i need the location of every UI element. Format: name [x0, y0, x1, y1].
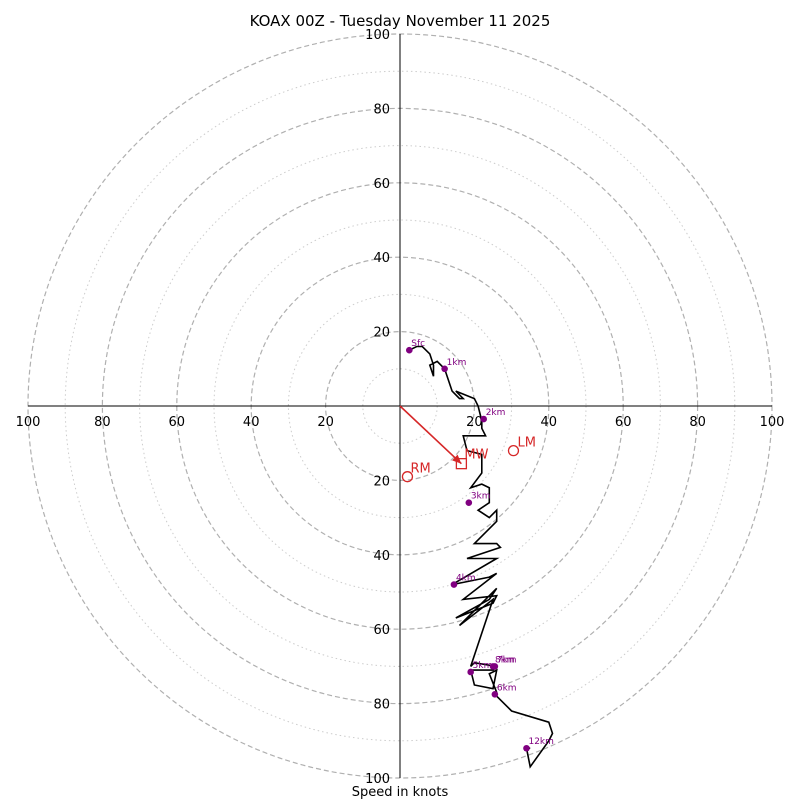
height-marker-dot [523, 744, 530, 752]
y-tick-label-up: 60 [373, 177, 390, 192]
x-tick-label: 40 [243, 415, 260, 430]
left-mover-label: LM [517, 436, 535, 451]
height-marker-dot [406, 346, 413, 354]
height-marker-label: 4km [456, 574, 476, 584]
height-marker-dot [450, 581, 458, 588]
mean-wind-marker [455, 458, 468, 470]
y-tick-label-down: 20 [373, 474, 390, 489]
y-tick-label-down: 40 [373, 549, 390, 564]
height-marker-label: 7km [497, 655, 517, 665]
y-tick-label-up: 80 [373, 102, 390, 117]
right-mover-marker [401, 471, 414, 483]
height-marker-label: 2km [486, 408, 506, 418]
y-tick-label-up: 20 [373, 326, 390, 341]
hodograph-trace [408, 345, 554, 769]
x-tick-label: 80 [94, 415, 111, 430]
x-tick-label: 80 [689, 415, 706, 430]
x-tick-label: 20 [466, 415, 483, 430]
right-mover-label: RM [410, 462, 430, 477]
storm-motion: MW RM LM [399, 405, 536, 483]
chart-title: KOAX 00Z - Tuesday November 11 2025 [250, 12, 551, 30]
y-tick-label-down: 100 [365, 772, 390, 787]
mean-wind-label: MW [464, 448, 488, 463]
height-marker-label: 6km [497, 683, 517, 693]
height-marker-label: 12km [528, 737, 553, 747]
x-tick-label: 100 [16, 415, 41, 430]
height-marker-label: 1km [447, 358, 467, 368]
wind-trace [408, 345, 554, 769]
x-tick-label: 60 [169, 415, 186, 430]
height-marker-dot [491, 691, 499, 698]
height-marker-dot [467, 668, 474, 676]
y-tick-label-down: 60 [373, 623, 390, 638]
height-marker-label: Sfc [411, 339, 425, 349]
left-mover-marker [507, 444, 520, 457]
y-tick-label-down: 80 [373, 698, 390, 713]
height-marker-dot [465, 499, 473, 507]
height-marker-dot [489, 663, 497, 670]
mean-wind-arrow [399, 405, 462, 465]
y-tick-label-up: 40 [373, 251, 390, 266]
x-tick-label: 100 [760, 415, 785, 430]
x-axis-label: Speed in knots [352, 785, 449, 800]
y-tick-label-up: 100 [365, 28, 390, 43]
height-marker-dot [480, 415, 488, 423]
height-marker-label: 3km [471, 492, 491, 502]
height-marker-label: 8km [495, 655, 515, 665]
x-tick-label: 20 [317, 415, 334, 430]
x-tick-label: 40 [541, 415, 558, 430]
x-tick-label: 60 [615, 415, 632, 430]
tick-labels: 100 80 60 40 20 20 40 60 80 100 20 40 60 80 100 20 40 60 8… [16, 28, 785, 787]
height-marker-label: 5km [473, 661, 493, 671]
height-marker-dot [441, 365, 448, 373]
